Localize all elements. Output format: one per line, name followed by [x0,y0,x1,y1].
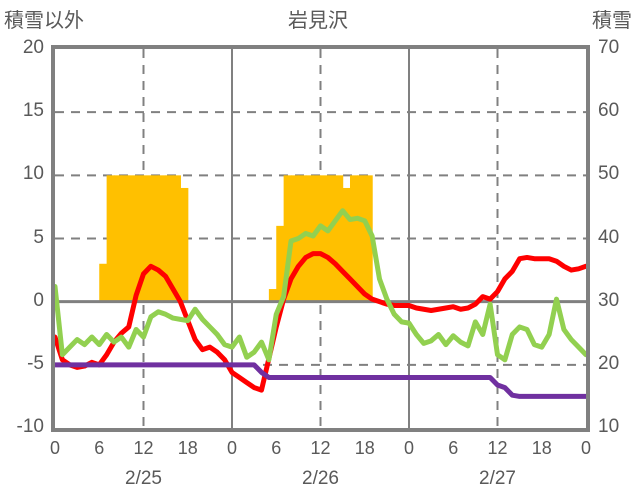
x-axis-tick: 12 [133,438,154,458]
right-axis-tick: 40 [598,226,620,248]
chart-svg [55,49,586,428]
x-axis-tick: 6 [271,438,282,458]
right-axis-tick: 20 [598,352,620,374]
left-axis-tick: -10 [16,416,44,437]
x-axis-tick: 6 [94,438,105,458]
x-axis-tick: 12 [310,438,331,458]
x-axis-tick: 0 [580,438,591,458]
left-axis-tick: 15 [22,100,44,122]
x-axis-day-label: 2/26 [302,468,339,489]
left-axis-title: 積雪以外 [4,10,84,32]
right-axis-tick: 70 [598,37,620,58]
x-axis-day-label: 2/27 [479,468,516,489]
x-axis-tick: 0 [226,438,237,458]
x-axis-tick: 0 [49,438,60,458]
right-axis-tick: 60 [598,100,620,122]
left-axis-tick: 10 [22,163,44,185]
plot-inner [55,49,586,428]
left-axis-tick: -5 [27,352,44,374]
right-axis-tick: 30 [598,289,620,311]
left-axis-tick: 20 [22,37,44,58]
line-series-layer [55,208,586,399]
x-axis-tick: 18 [531,438,552,458]
x-axis-tick: 18 [177,438,198,458]
right-axis-title: 積雪 [592,10,632,32]
x-axis-tick: 18 [354,438,375,458]
left-axis-tick: 5 [33,226,44,248]
page-title: 岩見沢 [288,10,348,32]
right-axis-tick: 10 [598,416,620,437]
plot-area [51,45,590,432]
x-axis-day-label: 2/25 [125,468,162,489]
x-axis-tick: 6 [448,438,459,458]
x-axis-tick: 0 [403,438,414,458]
x-axis-tick: 12 [487,438,508,458]
left-axis-tick: 0 [33,289,44,311]
right-axis-tick: 50 [598,163,620,185]
